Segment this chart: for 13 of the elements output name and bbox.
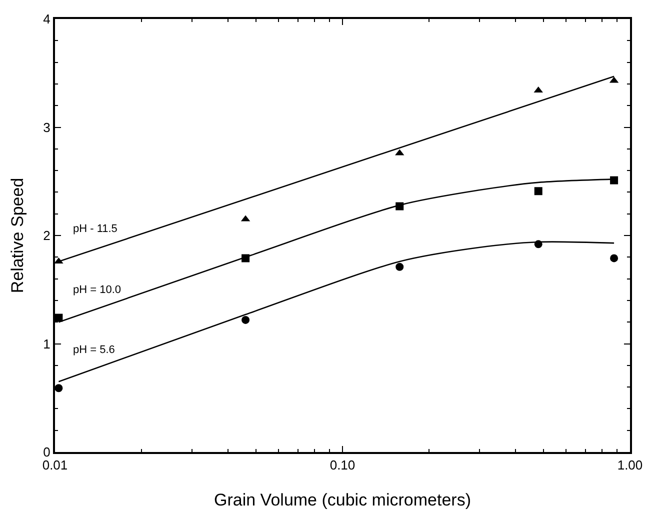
x-axis-title: Grain Volume (cubic micrometers) [214,490,471,510]
y-tick-label: 2 [43,228,50,244]
series-label: pH = 5.6 [73,344,115,356]
y-tick-label: 4 [43,12,50,27]
x-tick-label: 1.00 [617,458,643,473]
x-tick-label: 0.10 [330,458,356,473]
y-tick-label: 3 [43,120,50,135]
y-tick-label: 1 [43,336,50,352]
y-axis-title: Relative Speed [8,178,28,294]
series-label: pH = 10.0 [73,284,122,296]
x-tick-label: 0.01 [42,458,68,473]
y-tick-label: 0 [43,444,50,460]
series-label: pH - 11.5 [73,223,118,235]
